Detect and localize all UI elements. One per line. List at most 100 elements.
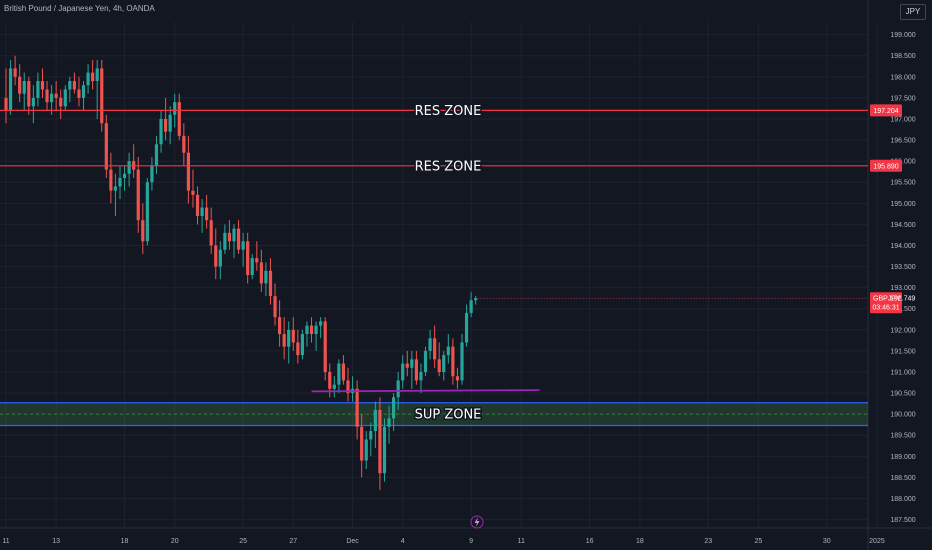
sup-zone-label: SUP ZONE [415, 408, 482, 423]
candle-body [451, 346, 455, 377]
candle-body [319, 321, 323, 326]
candle-body [86, 72, 90, 86]
candle-body [378, 409, 382, 474]
candle-body [45, 89, 49, 103]
x-tick-label: 4 [401, 538, 405, 545]
price-tag [870, 104, 902, 117]
x-tick-label: 11 [2, 538, 9, 545]
candle-body [437, 359, 441, 372]
candle-body [223, 232, 227, 250]
candle-body [355, 388, 359, 427]
candle-body [4, 97, 8, 111]
candle-body [50, 93, 54, 103]
candle-body [27, 81, 31, 107]
candle-body [113, 186, 118, 191]
price-tag [870, 159, 902, 172]
currency-button[interactable]: JPY [900, 4, 926, 20]
y-tick-label: 194.500 [890, 222, 915, 229]
res-zone-label: RES ZONE [415, 159, 482, 174]
candle-body [63, 89, 67, 107]
candle-body [405, 363, 409, 368]
y-tick-label: 187.500 [890, 517, 915, 524]
candle-body [209, 220, 213, 246]
candle-body [323, 321, 327, 372]
candle-body [145, 182, 149, 242]
candle-body [104, 123, 108, 170]
candle-body [309, 325, 314, 335]
candle-body [195, 194, 200, 216]
candle-body [200, 207, 204, 216]
candle-body [109, 169, 113, 191]
y-tick-label: 196.000 [890, 159, 915, 166]
candle-body [442, 355, 446, 372]
candle-body [264, 270, 268, 284]
y-tick-label: 197.500 [890, 95, 915, 102]
candle-body [392, 397, 396, 419]
x-tick-label: 18 [121, 538, 129, 545]
last-price-value: 192.749 [890, 296, 915, 303]
candle-body [341, 363, 346, 381]
candle-body [164, 118, 168, 132]
y-tick-label: 191.500 [890, 348, 915, 355]
candle-body [382, 426, 387, 474]
x-tick-label: 2025 [869, 538, 885, 545]
candle-body [328, 371, 332, 389]
x-tick-label: 9 [469, 538, 473, 545]
candle-body [373, 409, 377, 432]
candle-body [40, 81, 45, 90]
last-price-symbol: GBPJPY [873, 296, 901, 303]
x-tick-label: 11 [518, 538, 525, 545]
candle-body [77, 89, 81, 98]
candle-body [186, 152, 190, 191]
y-tick-label: 191.000 [890, 369, 915, 376]
y-tick-label: 198.000 [890, 74, 915, 81]
last-price-countdown: 03:46:31 [872, 305, 899, 312]
candle-body [95, 68, 99, 82]
candle-body [214, 245, 218, 267]
candle-body [287, 329, 291, 347]
candle-body [31, 97, 35, 107]
candle-body [246, 241, 250, 275]
y-tick-label: 192.000 [890, 327, 915, 334]
y-tick-label: 195.500 [890, 180, 915, 187]
candle-body [364, 439, 368, 461]
candle-body [455, 376, 460, 381]
candle-body [360, 426, 364, 461]
y-tick-label: 197.000 [890, 116, 915, 123]
candle-body [91, 72, 95, 82]
candle-body [305, 325, 309, 335]
candle-body [314, 325, 318, 335]
candle-body [300, 334, 304, 356]
candle-body [428, 338, 432, 351]
y-tick-label: 190.000 [890, 412, 915, 419]
candle-body [81, 85, 86, 98]
price-tag-text: 197.204 [873, 108, 898, 115]
candle-body [296, 342, 300, 356]
candle-body [241, 241, 245, 250]
x-tick-label: 25 [755, 538, 763, 545]
lightning-icon [470, 515, 484, 529]
x-tick-label: 27 [289, 538, 297, 545]
candle-body [168, 114, 172, 132]
trendline [311, 389, 540, 393]
candle-body [159, 118, 163, 145]
candle-body [401, 363, 405, 381]
candle-body [72, 81, 76, 90]
candle-body [423, 350, 428, 372]
candle-body [250, 258, 254, 275]
lightning-icon-glyph [474, 517, 480, 527]
candle-body [337, 363, 341, 385]
candle-body [122, 173, 127, 179]
res-zone-label: RES ZONE [415, 104, 482, 119]
candle-body [18, 76, 22, 94]
y-tick-label: 199.000 [890, 32, 915, 39]
x-tick-label: 25 [239, 538, 247, 545]
y-tick-label: 190.500 [890, 391, 915, 398]
y-tick-label: 189.500 [890, 433, 915, 440]
candle-body [259, 262, 263, 284]
candle-body [414, 359, 418, 381]
candle-body [464, 312, 469, 343]
candle-body [446, 346, 450, 356]
candle-body [460, 342, 464, 381]
